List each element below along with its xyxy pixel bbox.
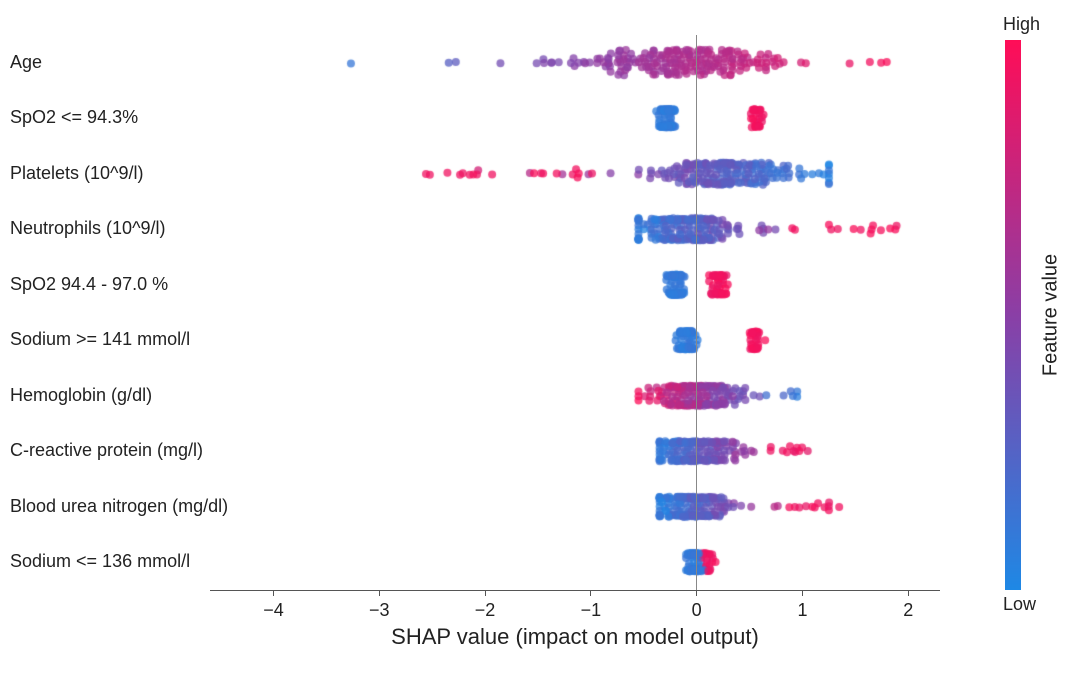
- feature-label: C-reactive protein (mg/l): [10, 440, 203, 461]
- feature-label: Blood urea nitrogen (mg/dl): [10, 496, 228, 517]
- feature-label: Neutrophils (10^9/l): [10, 218, 166, 239]
- feature-label: SpO2 <= 94.3%: [10, 107, 138, 128]
- x-tick: [908, 590, 909, 596]
- x-axis-label: SHAP value (impact on model output): [391, 624, 759, 650]
- feature-label: Age: [10, 52, 42, 73]
- x-tick: [802, 590, 803, 596]
- feature-label: Sodium <= 136 mmol/l: [10, 551, 190, 572]
- colorbar-axis-label: Feature value: [1040, 254, 1063, 376]
- feature-label: Sodium >= 141 mmol/l: [10, 329, 190, 350]
- x-tick-label: 0: [692, 600, 702, 621]
- x-tick: [590, 590, 591, 596]
- x-tick-label: −2: [475, 600, 496, 621]
- feature-label: SpO2 94.4 - 97.0 %: [10, 274, 168, 295]
- zero-reference-line: [696, 35, 697, 590]
- colorbar-high-label: High: [1003, 14, 1040, 35]
- x-tick: [273, 590, 274, 596]
- x-tick: [379, 590, 380, 596]
- x-axis-line: [210, 590, 940, 591]
- x-tick-label: 2: [903, 600, 913, 621]
- x-tick-label: −1: [581, 600, 602, 621]
- x-tick: [696, 590, 697, 596]
- x-tick-label: 1: [797, 600, 807, 621]
- x-tick-label: −3: [369, 600, 390, 621]
- colorbar-low-label: Low: [1003, 594, 1036, 615]
- feature-label: Platelets (10^9/l): [10, 163, 144, 184]
- x-tick-label: −4: [263, 600, 284, 621]
- x-tick: [485, 590, 486, 596]
- shap-beeswarm-chart: Age SpO2 <= 94.3% Platelets (10^9/l) Neutro…: [0, 0, 1080, 680]
- colorbar: [1005, 40, 1021, 590]
- feature-label: Hemoglobin (g/dl): [10, 385, 152, 406]
